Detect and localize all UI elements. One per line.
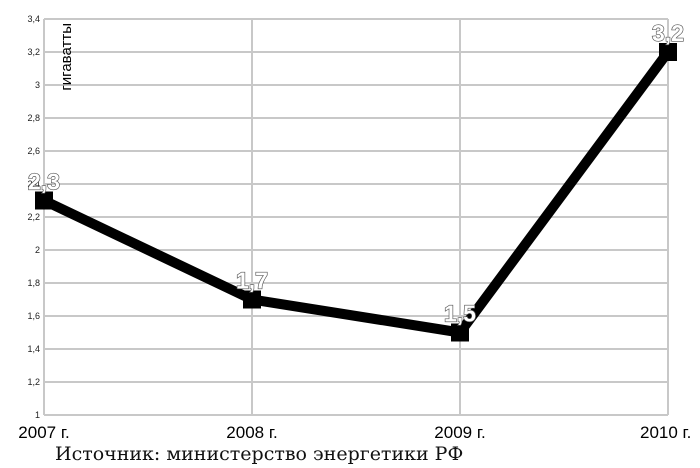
y-tick-label: 1,6 — [27, 311, 40, 321]
data-point-marker — [243, 290, 261, 309]
y-tick-label: 2,4 — [27, 179, 40, 189]
data-label: 1,7 — [236, 268, 268, 294]
source-note: Источник: министерство энергетики РФ — [55, 443, 464, 465]
data-label: 2,3 — [28, 169, 60, 195]
series-path — [41, 49, 673, 338]
x-axis-ticks: 2007 г. 2008 г. 2009 г. 2010 г. — [18, 423, 691, 442]
y-tick-label: 1,4 — [27, 344, 40, 354]
data-point-marker — [451, 323, 469, 342]
y-tick-label: 3 — [35, 80, 40, 90]
line-chart: 1 1,2 1,4 1,6 1,8 2 2,2 2,4 2,6 2,8 3 3,2 3,4 гигава… — [18, 14, 691, 442]
y-tick-label: 2 — [35, 245, 40, 255]
y-tick-label: 1 — [35, 410, 40, 420]
x-tick-label: 2010 г. — [640, 423, 691, 442]
y-tick-label: 3,4 — [27, 14, 40, 24]
x-tick-label: 2007 г. — [18, 423, 69, 442]
x-tick-label: 2009 г. — [434, 423, 485, 442]
grid-lines — [43, 18, 669, 416]
y-tick-label: 3,2 — [27, 47, 40, 57]
y-axis-label: гигаватты — [58, 23, 75, 91]
y-tick-label: 1,8 — [27, 278, 40, 288]
data-label: 3,2 — [652, 20, 684, 46]
data-label: 1,5 — [444, 301, 476, 327]
y-tick-label: 1,2 — [27, 377, 40, 387]
y-axis-ticks: 1 1,2 1,4 1,6 1,8 2 2,2 2,4 2,6 2,8 3 3,2 3,4 — [27, 14, 40, 420]
y-tick-label: 2,6 — [27, 146, 40, 156]
data-point-marker — [659, 43, 677, 61]
y-tick-label: 2,2 — [27, 212, 40, 222]
x-tick-label: 2008 г. — [226, 423, 277, 442]
data-point-marker — [35, 191, 53, 210]
y-tick-label: 2,8 — [27, 113, 40, 123]
series-line: 2,3 1,7 1,5 3,2 — [27, 19, 685, 342]
